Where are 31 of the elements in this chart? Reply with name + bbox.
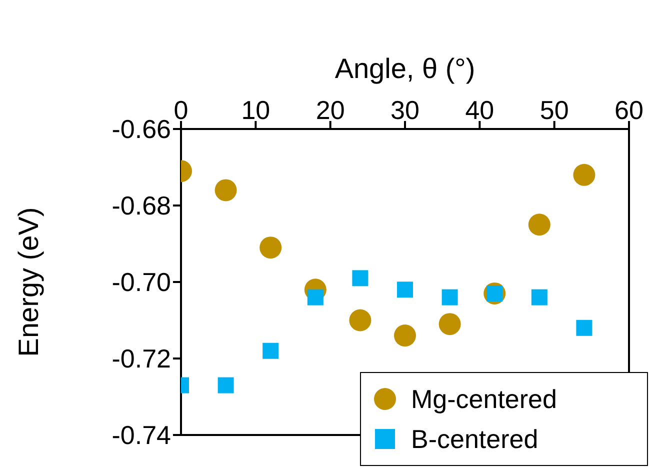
point	[218, 377, 234, 394]
point	[349, 309, 372, 332]
point	[397, 282, 413, 298]
x-tick-label: 40	[465, 95, 494, 125]
y-tick-label: -0.66	[112, 114, 171, 144]
x-tick-label: 30	[390, 95, 420, 125]
x-tick-label: 60	[614, 95, 644, 125]
point	[531, 289, 548, 306]
y-axis-title: Energy (eV)	[12, 207, 44, 357]
point	[573, 164, 596, 186]
point	[262, 342, 279, 359]
y-tick-label: -0.74	[112, 420, 171, 450]
x-tick-label: 10	[241, 95, 270, 125]
point	[528, 214, 550, 236]
x-tick-label: 20	[316, 95, 345, 125]
point	[438, 313, 461, 336]
point	[352, 270, 368, 286]
y-tick-label: -0.70	[112, 267, 171, 298]
point	[394, 324, 416, 347]
y-tick-label: -0.68	[112, 190, 171, 221]
x-axis-title: Angle, θ (°)	[334, 52, 476, 84]
legend-label: Mg-centered	[411, 384, 557, 414]
point	[307, 289, 324, 306]
point	[214, 179, 237, 202]
x-tick-label: 50	[540, 95, 569, 125]
x-tick-label: 0	[174, 95, 188, 125]
point	[576, 320, 592, 336]
point	[442, 289, 458, 306]
point	[260, 236, 282, 259]
y-tick-label: -0.72	[112, 344, 171, 374]
legend-label: B-centered	[411, 424, 538, 454]
